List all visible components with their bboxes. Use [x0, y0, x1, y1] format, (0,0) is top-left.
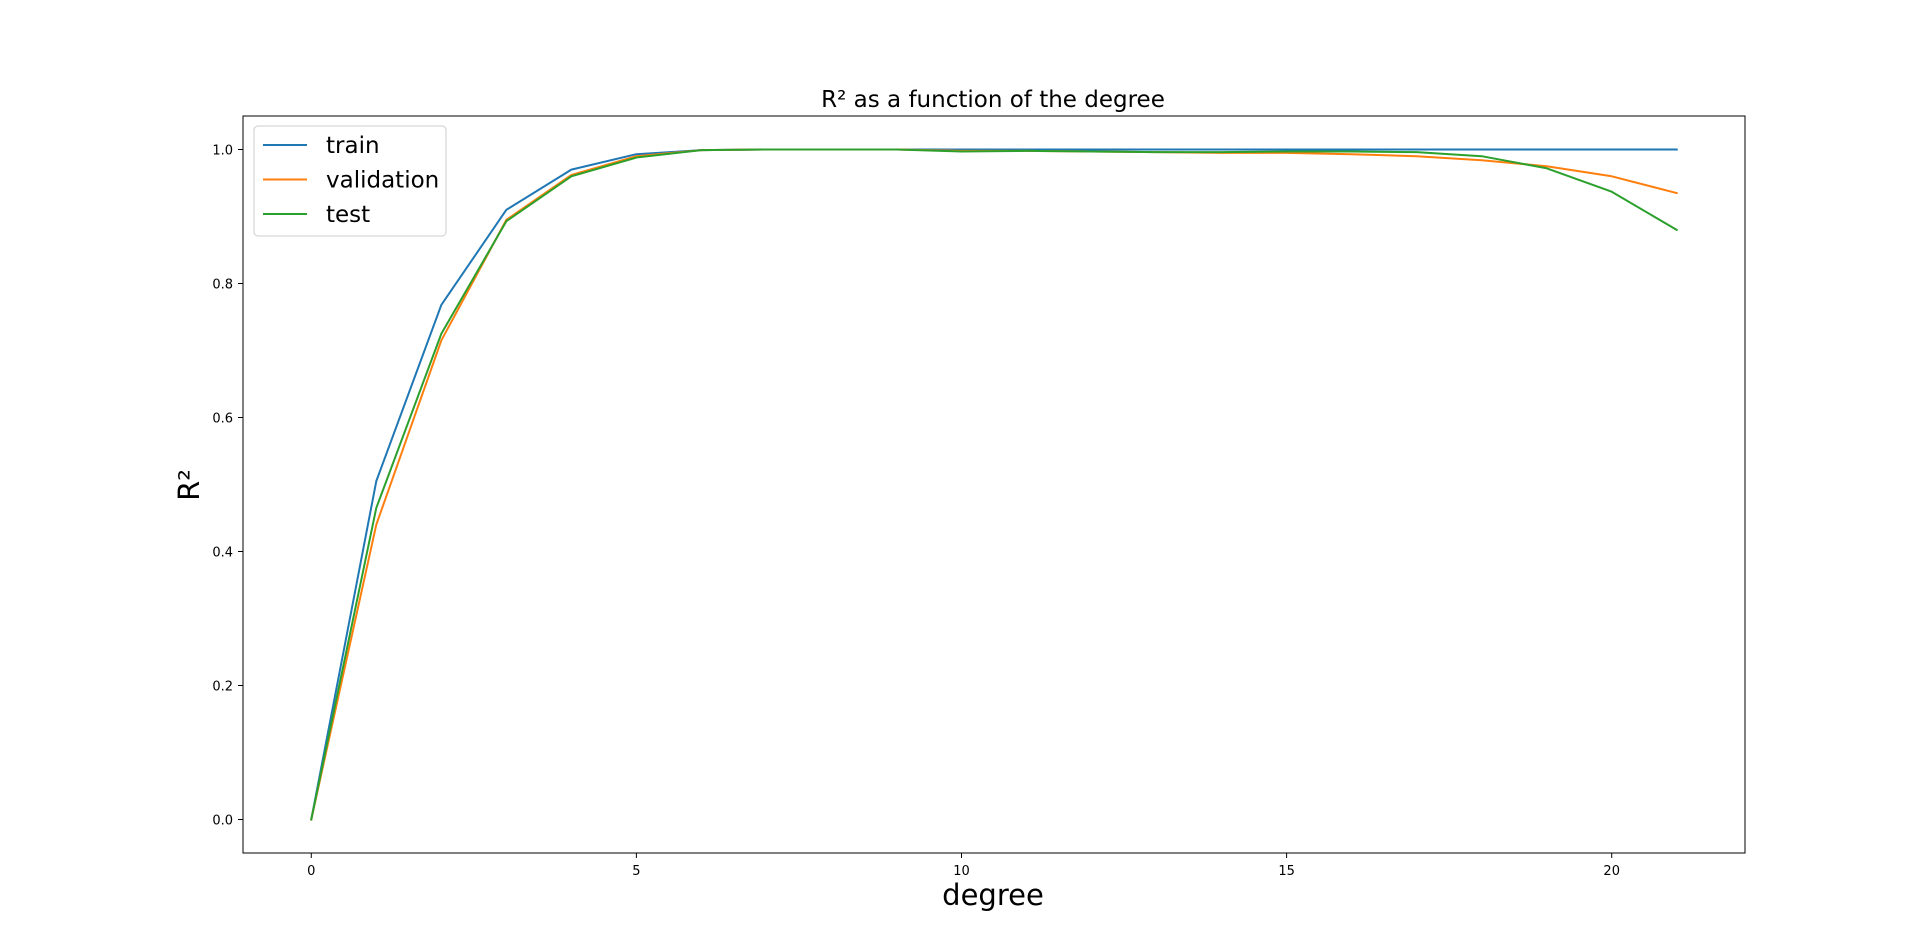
y-tick-label: 0.6 [212, 412, 233, 427]
y-tick-label: 0.0 [212, 814, 233, 829]
y-tick-label: 0.4 [212, 546, 233, 561]
y-tick-label: 0.2 [212, 680, 233, 695]
legend-label: train [326, 133, 380, 159]
legend-item-test: test [263, 202, 370, 228]
x-tick-label: 10 [953, 864, 970, 879]
series-line-train [310, 148, 1678, 821]
chart-title: R² as a function of the degree [821, 87, 1165, 113]
x-tick-label: 0 [307, 864, 315, 879]
legend-label: test [326, 202, 370, 228]
y-axis-ticks: 0.0 0.2 0.4 0.6 0.8 1.0 [212, 144, 243, 829]
legend-item-train: train [263, 133, 380, 159]
legend-item-validation: validation [263, 168, 439, 194]
series-line-test [310, 148, 1679, 821]
plot-area-frame [242, 115, 1746, 854]
y-tick-label: 0.8 [212, 278, 233, 293]
legend-label: validation [326, 168, 439, 194]
series-test [310, 148, 1679, 821]
legend: train validation test [253, 125, 447, 237]
y-tick-label: 1.0 [212, 144, 233, 159]
series-layer [310, 148, 1679, 821]
x-tick-label: 15 [1278, 864, 1295, 879]
x-axis-label: degree [942, 878, 1044, 912]
x-tick-label: 20 [1603, 864, 1620, 879]
legend-box [253, 125, 447, 237]
x-axis-ticks: 0 5 10 15 20 [307, 853, 1620, 879]
y-axis-label: R² [172, 469, 206, 501]
legend-items: train validation test [263, 133, 439, 228]
x-tick-label: 5 [632, 864, 640, 879]
